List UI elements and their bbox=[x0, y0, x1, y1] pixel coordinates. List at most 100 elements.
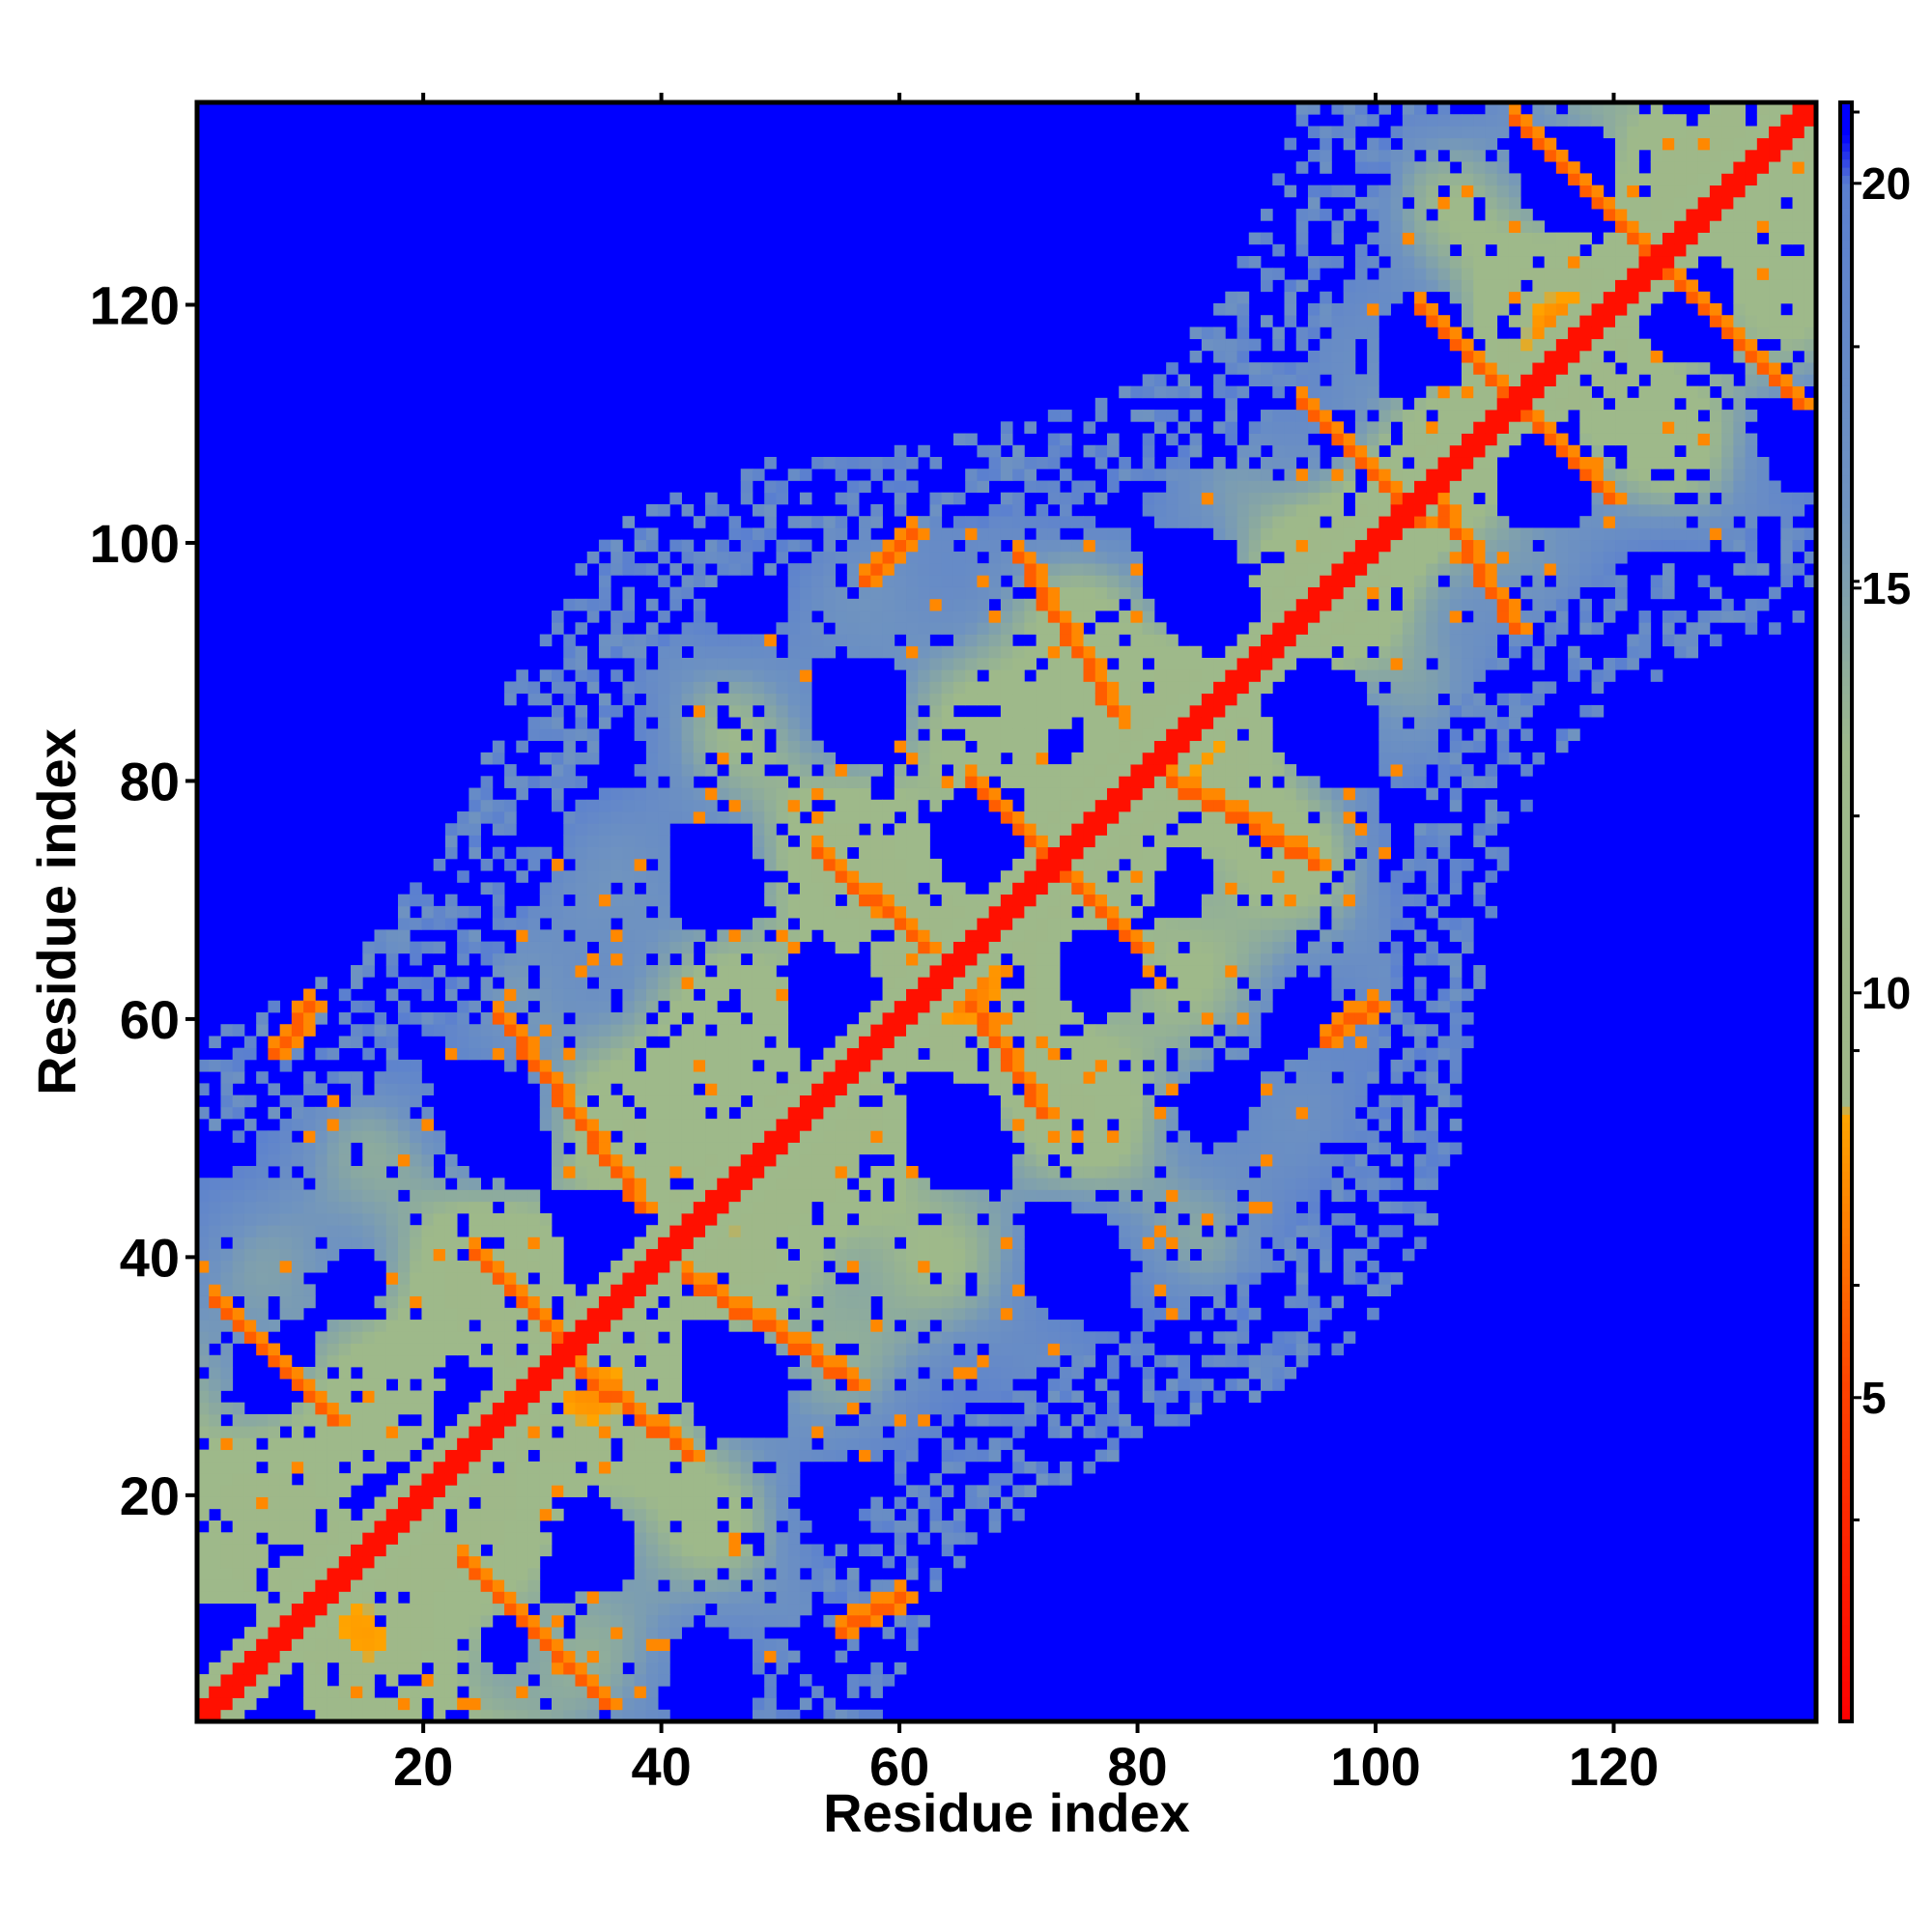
heatmap-cell bbox=[752, 1047, 765, 1061]
heatmap-cell bbox=[315, 1627, 327, 1639]
heatmap-cell bbox=[527, 728, 541, 742]
heatmap-cell bbox=[859, 1212, 871, 1226]
heatmap-cell bbox=[444, 977, 458, 989]
heatmap-cell bbox=[197, 1402, 210, 1415]
heatmap-cell bbox=[492, 1295, 505, 1309]
heatmap-cell bbox=[1119, 469, 1131, 481]
heatmap-cell bbox=[1060, 1178, 1072, 1190]
heatmap-cell bbox=[421, 941, 435, 954]
heatmap-cell bbox=[385, 988, 399, 1002]
heatmap-cell bbox=[787, 1119, 801, 1131]
heatmap-cell bbox=[1119, 457, 1131, 469]
heatmap-cell bbox=[469, 1272, 481, 1285]
heatmap-cell bbox=[1036, 551, 1049, 564]
heatmap-cell bbox=[268, 1189, 281, 1203]
heatmap-cell bbox=[291, 1000, 304, 1013]
heatmap-cell bbox=[421, 1225, 435, 1237]
heatmap-cell bbox=[728, 1024, 742, 1037]
heatmap-cell bbox=[634, 1366, 647, 1379]
heatmap-cell bbox=[645, 1106, 659, 1120]
heatmap-cell bbox=[397, 1000, 411, 1013]
heatmap-cell bbox=[444, 1437, 458, 1451]
heatmap-cell bbox=[598, 1614, 611, 1628]
heatmap-cell bbox=[315, 1650, 327, 1663]
heatmap-cell bbox=[504, 952, 517, 966]
heatmap-cell bbox=[552, 1603, 564, 1616]
heatmap-cell bbox=[728, 551, 742, 564]
heatmap-cell bbox=[611, 1461, 623, 1474]
heatmap-cell bbox=[977, 1307, 990, 1321]
heatmap-cell bbox=[421, 1402, 435, 1415]
heatmap-cell bbox=[1119, 575, 1131, 587]
heatmap-cell bbox=[764, 1555, 777, 1569]
heatmap-cell bbox=[598, 1320, 611, 1332]
heatmap-cell bbox=[480, 1674, 494, 1687]
heatmap-cell bbox=[705, 941, 718, 954]
heatmap-cell bbox=[1000, 1366, 1013, 1379]
heatmap-cell bbox=[563, 1024, 576, 1037]
heatmap-cell bbox=[480, 1697, 494, 1711]
heatmap-cell bbox=[669, 1094, 682, 1108]
heatmap-cell bbox=[220, 1083, 234, 1096]
heatmap-cell bbox=[988, 717, 1002, 729]
heatmap-cell bbox=[846, 1130, 860, 1143]
heatmap-cell bbox=[256, 1591, 269, 1605]
heatmap-cell bbox=[1083, 669, 1096, 682]
heatmap-cell bbox=[1083, 1083, 1096, 1096]
heatmap-cell bbox=[1119, 1130, 1131, 1143]
heatmap-cell bbox=[1047, 1036, 1061, 1049]
heatmap-cell bbox=[469, 905, 481, 919]
heatmap-cell bbox=[645, 1119, 659, 1131]
heatmap-cell bbox=[705, 1094, 718, 1108]
heatmap-cell bbox=[977, 1036, 990, 1049]
heatmap-cell bbox=[622, 1674, 636, 1687]
heatmap-cell bbox=[752, 539, 765, 553]
heatmap-cell bbox=[598, 1473, 611, 1486]
heatmap-cell bbox=[634, 1201, 647, 1214]
heatmap-cell bbox=[256, 1295, 269, 1309]
heatmap-cell bbox=[256, 1520, 269, 1533]
heatmap-cell bbox=[1047, 586, 1061, 600]
heatmap-cell bbox=[811, 1366, 824, 1379]
heatmap-cell bbox=[811, 1413, 824, 1427]
heatmap-cell bbox=[1036, 1130, 1049, 1143]
heatmap-cell bbox=[965, 657, 978, 670]
heatmap-cell bbox=[941, 551, 954, 564]
heatmap-cell bbox=[1060, 1130, 1072, 1143]
heatmap-cell bbox=[504, 1212, 517, 1226]
heatmap-cell bbox=[1071, 693, 1084, 706]
heatmap-cell bbox=[776, 1473, 789, 1486]
heatmap-cell bbox=[965, 551, 978, 564]
heatmap-cell bbox=[1047, 894, 1061, 907]
heatmap-cell bbox=[1047, 457, 1061, 469]
heatmap-cell bbox=[586, 1614, 600, 1628]
heatmap-cell bbox=[1012, 1166, 1025, 1179]
heatmap-cell bbox=[1000, 1225, 1013, 1237]
heatmap-cell bbox=[1130, 988, 1144, 1002]
heatmap-cell bbox=[752, 1071, 765, 1084]
heatmap-cell bbox=[728, 1130, 742, 1143]
heatmap-cell bbox=[327, 1402, 340, 1415]
heatmap-cell bbox=[634, 1000, 647, 1013]
heatmap-cell bbox=[645, 1496, 659, 1510]
heatmap-cell bbox=[338, 1166, 352, 1179]
heatmap-cell bbox=[622, 1390, 636, 1404]
heatmap-cell bbox=[918, 575, 930, 587]
heatmap-cell bbox=[1106, 799, 1120, 812]
heatmap-cell bbox=[728, 1011, 742, 1025]
heatmap-cell bbox=[327, 1378, 340, 1391]
heatmap-cell bbox=[918, 669, 930, 682]
heatmap-cell bbox=[764, 1071, 777, 1084]
heatmap-cell bbox=[433, 1496, 446, 1510]
heatmap-cell bbox=[539, 1272, 553, 1285]
heatmap-cell bbox=[846, 1225, 860, 1237]
heatmap-cell bbox=[1060, 681, 1072, 695]
heatmap-cell bbox=[303, 1284, 316, 1296]
heatmap-cell bbox=[835, 918, 848, 930]
heatmap-cell bbox=[291, 1496, 304, 1510]
heatmap-cell bbox=[1083, 728, 1096, 742]
heatmap-cell bbox=[1024, 657, 1037, 670]
heatmap-cell bbox=[374, 1343, 387, 1356]
heatmap-cell bbox=[728, 1485, 742, 1497]
heatmap-cell bbox=[338, 1366, 352, 1379]
